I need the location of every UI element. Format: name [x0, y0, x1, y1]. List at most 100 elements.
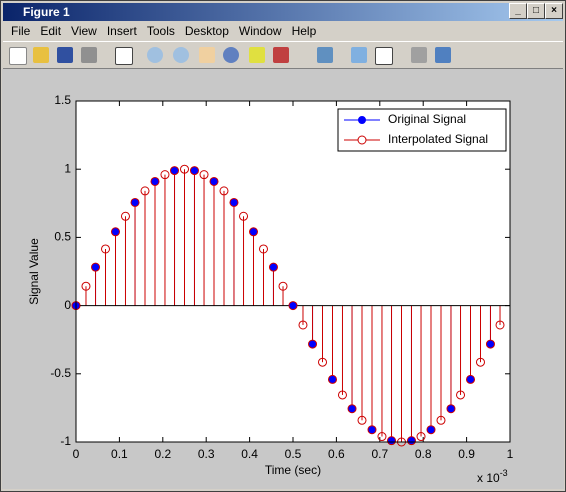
menu-item[interactable]: View: [71, 24, 97, 38]
marker: [347, 404, 357, 414]
marker: [427, 425, 436, 434]
marker: [406, 436, 416, 446]
marker: [170, 166, 179, 175]
marker: [150, 177, 159, 186]
x-tick-label: 0.1: [111, 447, 128, 461]
marker: [130, 197, 140, 207]
menu-item[interactable]: Insert: [106, 24, 137, 38]
marker: [229, 198, 238, 207]
marker: [466, 375, 475, 384]
marker: [475, 357, 485, 367]
menu-item[interactable]: Edit: [40, 24, 62, 38]
link-icon[interactable]: [317, 47, 333, 63]
y-tick-label: 1: [64, 161, 71, 175]
marker: [210, 177, 219, 186]
new-icon[interactable]: [9, 47, 27, 65]
marker: [367, 425, 377, 435]
marker: [387, 436, 396, 445]
open-icon[interactable]: [33, 47, 49, 63]
maximize-button[interactable]: □: [527, 3, 545, 19]
legend-marker: [357, 135, 367, 145]
legend-marker: [358, 116, 366, 124]
marker: [387, 436, 397, 446]
marker: [120, 211, 130, 221]
x-tick-label: 0: [73, 447, 80, 461]
marker: [486, 340, 495, 349]
x-axis-label: Time (sec): [265, 463, 321, 477]
legend-label: Interpolated Signal: [388, 132, 488, 146]
legend-icon[interactable]: [375, 47, 393, 65]
marker: [189, 166, 199, 176]
y-tick-label: -0.5: [50, 366, 71, 380]
x-tick-label: 0.7: [371, 447, 388, 461]
marker: [308, 340, 317, 349]
marker: [416, 432, 426, 442]
menu-item[interactable]: Tools: [146, 24, 175, 38]
marker: [268, 262, 278, 272]
marker: [101, 244, 111, 254]
marker: [327, 374, 337, 384]
marker: [495, 320, 505, 330]
marker: [328, 375, 337, 384]
x-multiplier-exponent: -3: [500, 468, 508, 478]
axes-box: [75, 100, 511, 443]
marker: [91, 263, 100, 272]
marker: [289, 301, 297, 310]
x-tick-label: 0.2: [154, 447, 171, 461]
marker: [229, 197, 239, 207]
pan-icon[interactable]: [199, 47, 215, 63]
marker: [318, 357, 328, 367]
marker: [110, 227, 120, 237]
brush-icon[interactable]: [273, 47, 289, 63]
marker: [337, 390, 347, 400]
marker: [258, 244, 268, 254]
menu-item[interactable]: Window: [238, 24, 282, 38]
marker: [190, 166, 199, 175]
zoom-in-icon[interactable]: [147, 47, 163, 63]
plot-area: [76, 101, 510, 442]
print-icon[interactable]: [81, 47, 97, 63]
menu-item[interactable]: Desktop: [184, 24, 229, 38]
menu-item[interactable]: Help: [291, 24, 317, 38]
title-bar: Figure 1: [3, 3, 563, 21]
close-button[interactable]: ×: [545, 3, 563, 19]
x-tick-label: 0.8: [415, 447, 432, 461]
rotate-icon[interactable]: [223, 47, 239, 63]
marker: [91, 262, 101, 272]
marker: [377, 432, 387, 442]
hide-tools-icon[interactable]: [411, 47, 427, 63]
pointer-icon[interactable]: [115, 47, 133, 65]
marker: [239, 211, 249, 221]
y-tick-label: 0: [64, 298, 71, 312]
marker: [367, 425, 376, 434]
show-tools-icon[interactable]: [435, 47, 451, 63]
marker: [357, 415, 367, 425]
window-title: Figure 1: [23, 5, 70, 19]
marker: [426, 425, 436, 435]
zoom-out-icon[interactable]: [173, 47, 189, 63]
minimize-button[interactable]: _: [509, 3, 527, 19]
marker: [288, 301, 298, 311]
marker: [436, 415, 446, 425]
marker: [140, 186, 150, 196]
save-icon[interactable]: [57, 47, 73, 63]
marker: [348, 404, 357, 413]
datacursor-icon[interactable]: [249, 47, 265, 63]
marker: [150, 176, 160, 186]
x-tick-label: 0.4: [241, 447, 258, 461]
marker: [219, 186, 229, 196]
x-multiplier-base: x 10: [477, 471, 500, 485]
y-tick-label: 1.5: [54, 93, 71, 107]
marker: [485, 339, 495, 349]
marker: [249, 227, 258, 236]
colorbar-icon[interactable]: [351, 47, 367, 63]
marker: [278, 281, 288, 291]
x-tick-label: 0.9: [458, 447, 475, 461]
toolbar: [3, 41, 563, 69]
marker: [111, 227, 120, 236]
menu-item[interactable]: File: [11, 24, 31, 38]
y-tick-label: -1: [60, 434, 71, 448]
y-tick-label: 0.5: [54, 230, 71, 244]
marker: [180, 164, 189, 174]
